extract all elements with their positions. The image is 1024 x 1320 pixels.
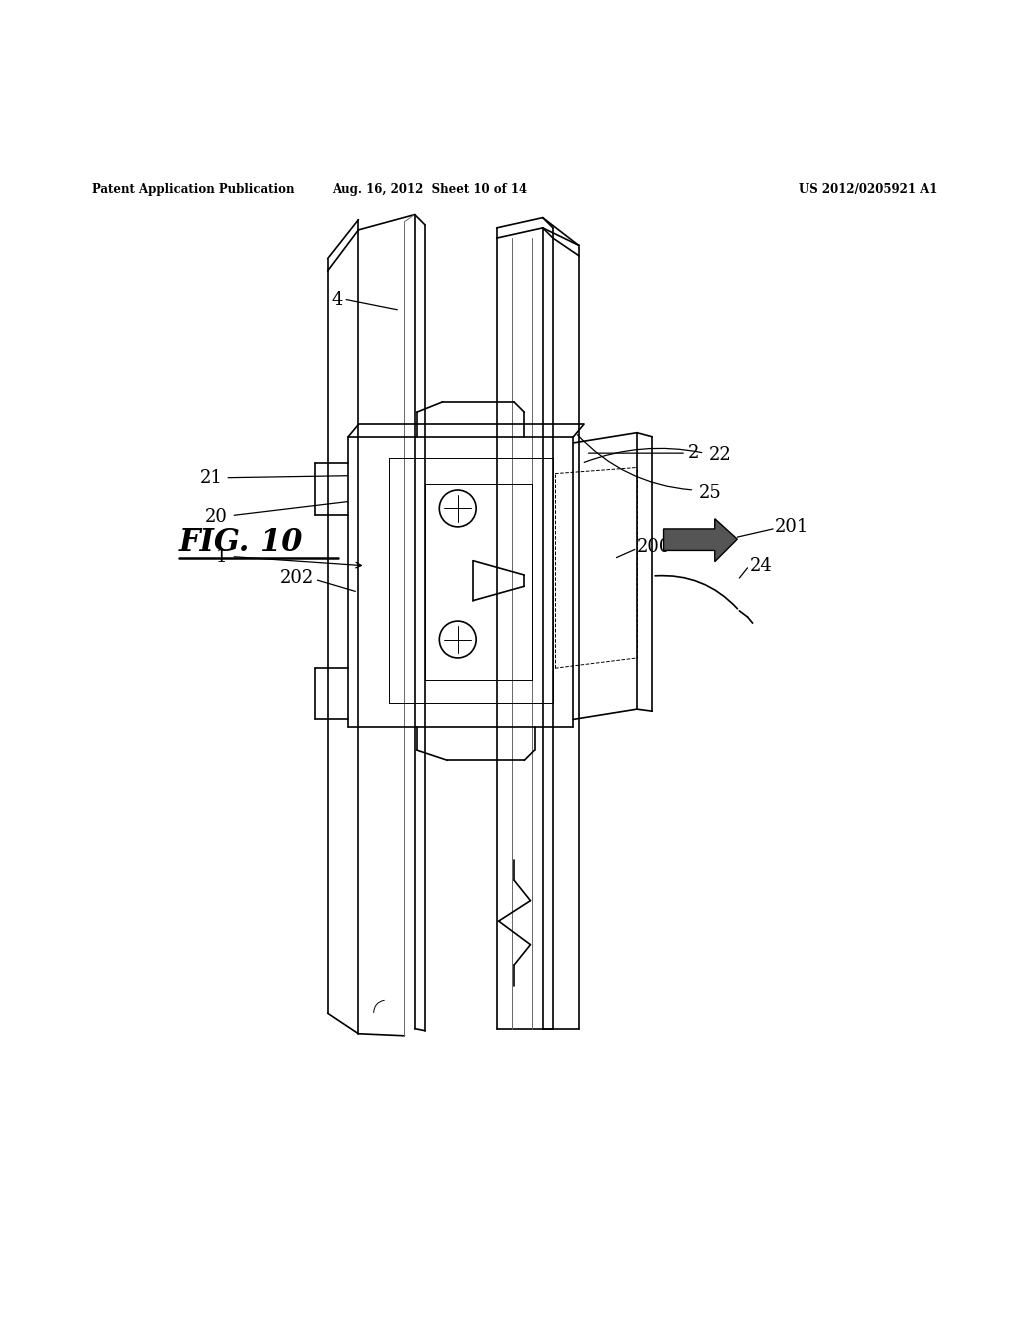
Text: 21: 21 bbox=[200, 469, 222, 487]
Text: 202: 202 bbox=[281, 569, 314, 587]
Text: 2: 2 bbox=[688, 444, 699, 462]
Text: 4: 4 bbox=[332, 290, 343, 309]
Text: FIG. 10: FIG. 10 bbox=[179, 527, 304, 558]
Text: Patent Application Publication: Patent Application Publication bbox=[92, 182, 295, 195]
Text: 22: 22 bbox=[709, 446, 731, 465]
Text: 201: 201 bbox=[775, 517, 810, 536]
Text: 25: 25 bbox=[698, 484, 721, 502]
Text: US 2012/0205921 A1: US 2012/0205921 A1 bbox=[799, 182, 937, 195]
Text: Aug. 16, 2012  Sheet 10 of 14: Aug. 16, 2012 Sheet 10 of 14 bbox=[333, 182, 527, 195]
Text: 200: 200 bbox=[637, 539, 672, 556]
Text: 24: 24 bbox=[750, 557, 772, 574]
Polygon shape bbox=[664, 519, 737, 562]
Text: 1: 1 bbox=[216, 548, 227, 565]
Text: 20: 20 bbox=[205, 508, 227, 525]
